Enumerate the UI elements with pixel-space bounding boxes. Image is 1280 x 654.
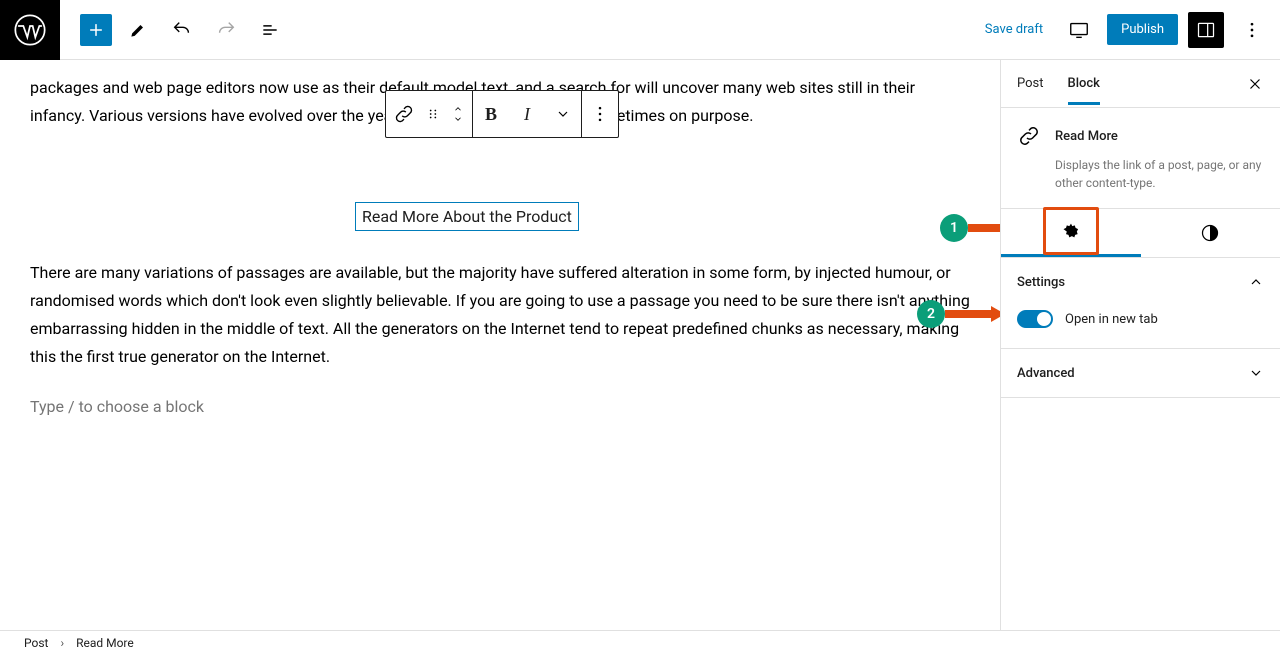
block-type-button[interactable] (386, 90, 422, 138)
breadcrumb-leaf[interactable]: Read More (76, 636, 134, 650)
redo-button[interactable] (208, 12, 244, 48)
document-overview-button[interactable] (252, 12, 288, 48)
advanced-section: Advanced (1001, 349, 1280, 398)
tab-block[interactable]: Block (1068, 62, 1100, 105)
block-toolbar: B I (385, 90, 619, 138)
publish-button[interactable]: Publish (1107, 14, 1178, 45)
breadcrumb: Post › Read More (0, 630, 1280, 654)
vertical-dots-icon (590, 104, 610, 124)
options-button[interactable] (1234, 12, 1270, 48)
settings-section: Settings Open in new tab (1001, 258, 1280, 349)
arrow-icon (968, 220, 1000, 236)
tab-post[interactable]: Post (1017, 62, 1044, 105)
top-toolbar: Save draft Publish (0, 0, 1280, 60)
more-format-button[interactable] (545, 90, 581, 138)
paragraph-block[interactable]: There are many variations of passages ar… (30, 259, 970, 371)
chevron-right-icon: › (60, 636, 64, 650)
read-more-block[interactable]: Read More About the Product (355, 202, 579, 231)
styles-tab-button[interactable] (1141, 209, 1280, 257)
open-new-tab-toggle[interactable] (1017, 310, 1053, 328)
vertical-dots-icon (1242, 20, 1262, 40)
editor-canvas[interactable]: packages and web page editors now use as… (0, 60, 1000, 630)
read-more-icon (1017, 124, 1041, 148)
settings-section-toggle[interactable]: Settings (1001, 258, 1280, 306)
sidebar-icon (1196, 20, 1216, 40)
chevron-up-icon (1248, 274, 1264, 290)
italic-button[interactable]: I (509, 90, 545, 138)
preview-button[interactable] (1061, 12, 1097, 48)
chevron-down-icon (1248, 365, 1264, 381)
settings-sidebar: Post Block Read More Displays the link o… (1000, 60, 1280, 630)
block-options-button[interactable] (582, 90, 618, 138)
drag-icon (426, 107, 440, 121)
block-title: Read More (1055, 129, 1118, 144)
contrast-icon (1200, 223, 1220, 243)
wordpress-logo[interactable] (0, 0, 60, 60)
redo-icon (215, 19, 237, 41)
plus-icon (86, 20, 106, 40)
move-up-icon[interactable] (451, 104, 465, 114)
list-icon (260, 20, 280, 40)
desktop-icon (1068, 19, 1090, 41)
close-icon (1246, 75, 1264, 93)
undo-icon (171, 19, 193, 41)
callout-badge: 1 (940, 214, 968, 242)
undo-button[interactable] (164, 12, 200, 48)
advanced-section-toggle[interactable]: Advanced (1001, 349, 1280, 397)
gear-icon (1061, 222, 1081, 242)
move-down-icon[interactable] (451, 114, 465, 124)
add-block-button[interactable] (80, 14, 112, 46)
block-description: Displays the link of a post, page, or an… (1017, 156, 1264, 192)
drag-handle[interactable] (422, 90, 444, 138)
breadcrumb-root[interactable]: Post (24, 636, 48, 650)
settings-tab-button[interactable] (1001, 209, 1141, 257)
close-sidebar-button[interactable] (1246, 75, 1264, 93)
edit-mode-button[interactable] (120, 12, 156, 48)
chevron-down-icon (555, 106, 571, 122)
wordpress-icon (14, 14, 46, 46)
open-new-tab-label: Open in new tab (1065, 312, 1158, 327)
block-info-card: Read More Displays the link of a post, p… (1001, 108, 1280, 209)
settings-panel-toggle[interactable] (1188, 12, 1224, 48)
inspector-subtabs (1001, 209, 1280, 258)
block-appender[interactable]: Type / to choose a block (30, 393, 970, 421)
annotation-callout: 1 (940, 214, 1000, 242)
save-draft-button[interactable]: Save draft (977, 16, 1051, 43)
bold-button[interactable]: B (473, 90, 509, 138)
pencil-icon (128, 20, 148, 40)
link-icon (393, 103, 415, 125)
